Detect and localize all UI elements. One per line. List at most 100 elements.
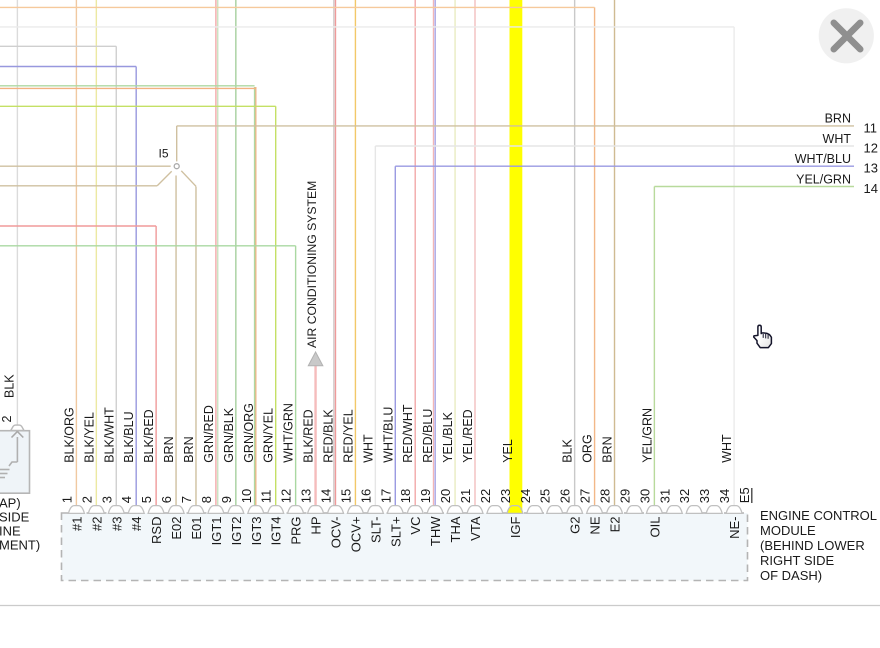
svg-text:21: 21 xyxy=(458,489,473,503)
svg-text:GRN/RED: GRN/RED xyxy=(202,405,216,463)
svg-text:IGT4: IGT4 xyxy=(269,517,284,546)
svg-text:YEL/GRN: YEL/GRN xyxy=(640,408,654,463)
svg-text:OCV+: OCV+ xyxy=(348,517,363,553)
svg-text:THA: THA xyxy=(448,516,463,542)
svg-text:9: 9 xyxy=(219,496,234,503)
svg-text:BRN: BRN xyxy=(825,112,851,126)
svg-text:11: 11 xyxy=(864,120,878,135)
svg-text:#1: #1 xyxy=(69,517,84,531)
svg-text:28: 28 xyxy=(598,489,613,503)
svg-text:AP): AP) xyxy=(0,496,21,511)
svg-text:12: 12 xyxy=(864,141,878,156)
svg-text:10: 10 xyxy=(239,489,254,503)
svg-text:32: 32 xyxy=(677,489,692,503)
svg-text:I5: I5 xyxy=(159,147,169,161)
svg-text:YEL/RED: YEL/RED xyxy=(461,409,475,463)
svg-text:16: 16 xyxy=(358,489,373,503)
svg-text:AIR CONDITIONING SYSTEM: AIR CONDITIONING SYSTEM xyxy=(305,181,319,348)
svg-text:INE: INE xyxy=(0,524,21,539)
svg-text:E01: E01 xyxy=(189,517,204,540)
svg-text:12: 12 xyxy=(279,489,294,503)
svg-text:WHT/BLU: WHT/BLU xyxy=(381,407,395,463)
svg-text:6: 6 xyxy=(159,496,174,503)
svg-text:ENGINE CONTROL: ENGINE CONTROL xyxy=(760,508,877,523)
svg-text:IGT2: IGT2 xyxy=(229,517,244,546)
svg-text:OCV-: OCV- xyxy=(329,517,344,549)
svg-text:BRN: BRN xyxy=(601,436,615,462)
svg-text:IGT1: IGT1 xyxy=(209,517,224,546)
svg-text:GRN/ORG: GRN/ORG xyxy=(242,403,256,463)
svg-text:RED/YEL: RED/YEL xyxy=(341,409,355,463)
svg-text:2: 2 xyxy=(0,416,14,423)
svg-text:VTA: VTA xyxy=(468,516,483,541)
svg-text:OIL: OIL xyxy=(647,517,662,538)
svg-text:WHT: WHT xyxy=(361,434,375,463)
svg-text:VC: VC xyxy=(408,517,423,535)
svg-text:#3: #3 xyxy=(109,517,124,531)
svg-text:WHT/BLU: WHT/BLU xyxy=(795,152,851,166)
svg-text:20: 20 xyxy=(438,489,453,503)
svg-text:SLT-: SLT- xyxy=(368,517,383,544)
svg-text:BLK/RED: BLK/RED xyxy=(142,409,156,463)
svg-text:7: 7 xyxy=(179,496,194,503)
svg-text:BLK/WHT: BLK/WHT xyxy=(102,407,116,463)
svg-text:BLK/ORG: BLK/ORG xyxy=(62,407,76,463)
svg-text:E02: E02 xyxy=(169,517,184,540)
svg-text:BLK/YEL: BLK/YEL xyxy=(82,412,96,463)
svg-text:3: 3 xyxy=(99,496,114,503)
svg-text:NE: NE xyxy=(588,516,603,534)
svg-text:1: 1 xyxy=(59,496,74,503)
svg-text:E2: E2 xyxy=(608,517,623,533)
svg-text:WHT: WHT xyxy=(823,132,852,146)
svg-text:5: 5 xyxy=(139,496,154,503)
svg-text:RED/WHT: RED/WHT xyxy=(401,404,415,463)
svg-text:RED/BLK: RED/BLK xyxy=(322,409,336,463)
svg-text:WHT: WHT xyxy=(720,434,734,463)
svg-text:YEL: YEL xyxy=(501,439,515,463)
svg-text:#2: #2 xyxy=(89,517,104,531)
svg-text:PRG: PRG xyxy=(289,517,304,545)
svg-text:BLK/RED: BLK/RED xyxy=(302,409,316,463)
svg-text:22: 22 xyxy=(478,489,493,503)
svg-text:G2: G2 xyxy=(568,517,583,534)
svg-text:31: 31 xyxy=(657,489,672,503)
svg-text:4: 4 xyxy=(119,496,134,503)
svg-text:8: 8 xyxy=(199,496,214,503)
svg-text:BRN: BRN xyxy=(162,436,176,462)
svg-text:OF DASH): OF DASH) xyxy=(760,568,822,583)
svg-text:33: 33 xyxy=(697,489,712,503)
svg-text:23: 23 xyxy=(498,489,513,503)
svg-text:ORG: ORG xyxy=(581,434,595,462)
svg-text:14: 14 xyxy=(864,181,878,196)
svg-text:19: 19 xyxy=(418,489,433,503)
svg-text:14: 14 xyxy=(319,489,334,503)
svg-text:(BEHIND LOWER: (BEHIND LOWER xyxy=(760,538,865,553)
svg-text:MODULE: MODULE xyxy=(760,523,816,538)
svg-text:HP: HP xyxy=(309,517,324,535)
svg-text:RSD: RSD xyxy=(149,517,164,544)
svg-text:GRN/YEL: GRN/YEL xyxy=(262,408,276,463)
svg-text:GRN/BLK: GRN/BLK xyxy=(222,407,236,463)
svg-text:THW: THW xyxy=(428,516,443,546)
svg-text:#4: #4 xyxy=(129,517,144,531)
svg-text:11: 11 xyxy=(259,490,274,504)
svg-text:BLK/BLU: BLK/BLU xyxy=(122,411,136,462)
svg-text:34: 34 xyxy=(717,489,732,503)
svg-text:2: 2 xyxy=(79,496,94,503)
svg-text:25: 25 xyxy=(538,489,553,503)
svg-text:18: 18 xyxy=(398,489,413,503)
svg-text:YEL/BLK: YEL/BLK xyxy=(441,411,455,462)
svg-text:BLK: BLK xyxy=(3,374,17,398)
svg-text:E5: E5 xyxy=(737,487,752,503)
svg-text:MENT): MENT) xyxy=(0,538,40,553)
svg-text:30: 30 xyxy=(637,489,652,503)
svg-text:WHT/GRN: WHT/GRN xyxy=(282,403,296,463)
svg-text:NE-: NE- xyxy=(727,517,742,539)
svg-text:SIDE: SIDE xyxy=(0,510,30,525)
svg-text:24: 24 xyxy=(518,489,533,503)
svg-text:13: 13 xyxy=(864,161,878,176)
svg-text:BRN: BRN xyxy=(182,436,196,462)
svg-text:17: 17 xyxy=(378,489,393,503)
svg-text:IGF: IGF xyxy=(508,516,523,538)
svg-text:26: 26 xyxy=(558,489,573,503)
